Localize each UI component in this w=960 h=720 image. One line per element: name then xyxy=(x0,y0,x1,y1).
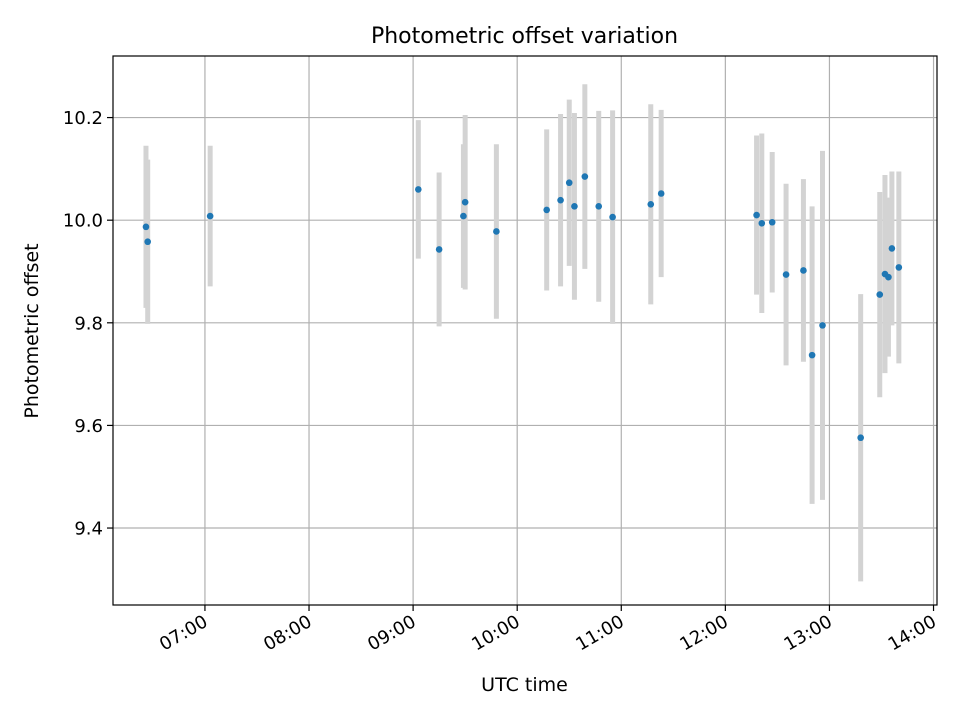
data-point xyxy=(857,434,864,442)
data-point xyxy=(144,238,151,246)
data-point xyxy=(758,219,766,227)
y-tick-label: 9.6 xyxy=(74,416,103,437)
data-point xyxy=(808,351,816,359)
data-point xyxy=(493,228,500,235)
data-point xyxy=(800,267,807,274)
data-point xyxy=(885,273,892,281)
data-point xyxy=(543,206,550,214)
data-point xyxy=(609,213,616,221)
y-axis-ticks: 9.4 9.6 9.8 10.0 10.2 xyxy=(63,108,113,540)
data-point xyxy=(876,291,884,298)
data-point xyxy=(657,190,665,197)
grid-lines xyxy=(113,56,937,605)
data-point xyxy=(460,212,467,220)
data-point xyxy=(565,179,573,187)
data-point xyxy=(571,203,578,210)
y-tick-label: 9.4 xyxy=(74,519,103,540)
y-tick-label: 9.8 xyxy=(74,313,103,334)
chart-title: Photometric offset variation xyxy=(371,24,678,49)
data-point xyxy=(581,173,589,180)
data-point xyxy=(206,212,214,220)
data-point xyxy=(142,223,150,231)
data-point xyxy=(415,186,422,193)
data-point xyxy=(461,198,469,206)
data-point xyxy=(753,211,760,219)
data-point xyxy=(768,218,776,226)
data-point xyxy=(647,200,655,208)
data-point xyxy=(595,203,603,210)
plot-frame xyxy=(112,55,938,606)
data-point xyxy=(888,245,896,252)
x-axis-title: UTC time xyxy=(481,674,568,696)
y-tick-label: 10.2 xyxy=(63,108,103,129)
data-point xyxy=(435,246,443,253)
data-points xyxy=(142,173,903,442)
data-point xyxy=(557,196,564,204)
y-axis-title: Photometric offset xyxy=(21,243,43,418)
data-point xyxy=(819,322,826,329)
data-point xyxy=(782,271,790,278)
data-point xyxy=(895,264,903,271)
y-tick-label: 10.0 xyxy=(63,211,103,232)
